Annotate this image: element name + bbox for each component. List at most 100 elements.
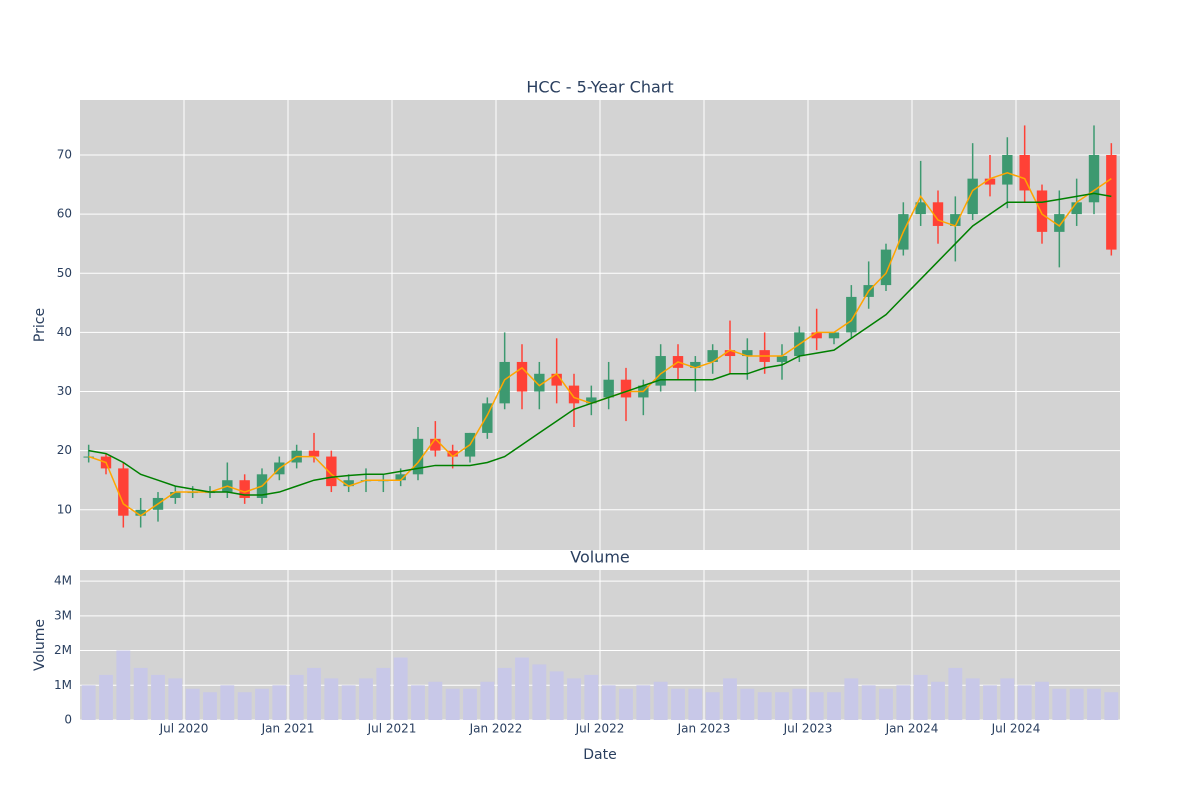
volume-bar: [81, 685, 96, 720]
candle-body: [395, 474, 406, 481]
x-axis-label: Date: [583, 747, 616, 763]
candle-body: [586, 397, 597, 404]
volume-bar: [653, 681, 668, 720]
candle-body: [776, 356, 788, 362]
volume-bar: [861, 685, 876, 720]
volume-bar: [307, 667, 321, 720]
candle-body: [412, 438, 424, 475]
candle-body: [551, 373, 562, 386]
volume-bar: [1087, 688, 1101, 720]
y-tick-label: 4M: [54, 574, 72, 588]
x-tick-label: Jul 2022: [575, 722, 625, 736]
volume-bar: [619, 688, 633, 720]
volume-bar: [515, 657, 529, 720]
candle-body: [620, 379, 632, 398]
volume-bar: [220, 685, 235, 720]
volume-bar: [532, 664, 547, 720]
volume-bar: [341, 685, 356, 720]
volume-bar: [948, 667, 963, 720]
volume-bar: [740, 688, 755, 720]
volume-bar: [376, 667, 391, 720]
candle-body: [655, 356, 666, 386]
volume-bar: [445, 688, 460, 720]
candle-body: [603, 379, 614, 398]
candle-body: [950, 214, 961, 226]
y-tick-label: 30: [57, 384, 72, 398]
volume-bar: [584, 674, 599, 720]
y-tick-label: 3M: [54, 608, 72, 622]
candle-body: [742, 350, 753, 357]
volume-bar: [497, 667, 512, 720]
x-tick-label: Jan 2021: [261, 722, 315, 736]
candle-body: [482, 403, 493, 433]
candle-body: [430, 438, 441, 451]
chart-title: HCC - 5-Year Chart: [526, 78, 673, 97]
y-tick-label: 0: [64, 713, 72, 727]
y-tick-label: 1M: [54, 678, 72, 692]
y-tick-label: 70: [57, 147, 72, 161]
candle-body: [984, 178, 996, 185]
candle-body: [170, 492, 181, 498]
x-tick-label: Jul 2021: [367, 722, 417, 736]
volume-bar: [983, 685, 997, 720]
x-tick-label: Jul 2024: [991, 722, 1041, 736]
candle-body: [568, 385, 580, 404]
volume-bar: [601, 685, 616, 720]
volume-bar: [185, 688, 200, 720]
candle-body: [447, 450, 458, 457]
candle-body: [118, 468, 129, 516]
candle-body: [1019, 154, 1030, 191]
x-tick-label: Jul 2023: [783, 722, 833, 736]
candle-body: [707, 350, 718, 362]
volume-bar: [99, 674, 113, 720]
candle-body: [1036, 190, 1048, 232]
volume-bar: [203, 692, 217, 720]
candle-body: [343, 480, 354, 487]
volume-bar: [324, 678, 339, 720]
candle-body: [1054, 214, 1065, 232]
volume-bar: [688, 688, 703, 720]
candle-body: [516, 361, 528, 392]
volume-bar: [792, 688, 807, 720]
y-tick-label: 60: [57, 207, 72, 221]
volume-bar: [1069, 688, 1084, 720]
volume-bar: [151, 674, 165, 720]
volume-bar: [133, 667, 148, 720]
candle-body: [967, 178, 978, 215]
volume-bar: [359, 678, 373, 720]
volume-bar: [705, 692, 720, 720]
volume-bar: [549, 671, 564, 720]
candle-body: [499, 361, 510, 404]
candle-body: [1071, 202, 1082, 215]
candle-body: [828, 332, 840, 339]
y-tick-label: 20: [57, 443, 72, 457]
volume-bar: [463, 688, 477, 720]
volume-bar: [567, 678, 581, 720]
x-tick-label: Jan 2022: [469, 722, 523, 736]
candle-body: [915, 202, 926, 215]
y-tick-label: 10: [57, 502, 72, 516]
volume-bar: [775, 692, 789, 720]
volume-bar: [237, 692, 252, 720]
volume-bar: [809, 692, 824, 720]
x-tick-label: Jul 2020: [159, 722, 209, 736]
candle-body: [880, 249, 892, 286]
volume-bar: [1035, 681, 1049, 720]
volume-bar: [1052, 688, 1067, 720]
volume-title: Volume: [570, 548, 630, 567]
volume-bar: [636, 685, 651, 720]
volume-bar: [168, 678, 183, 720]
volume-bar: [1017, 685, 1032, 720]
volume-bar: [723, 678, 737, 720]
volume-bar: [289, 674, 304, 720]
x-tick-label: Jan 2024: [885, 722, 939, 736]
volume-bar: [931, 681, 945, 720]
volume-bar: [116, 650, 131, 720]
moving-average-line: [88, 192, 1112, 496]
candle-body: [534, 373, 545, 392]
y-axis-label: Price: [32, 308, 48, 342]
candle-body: [326, 456, 337, 487]
volume-bar: [827, 692, 841, 720]
volume-bar: [272, 685, 287, 720]
